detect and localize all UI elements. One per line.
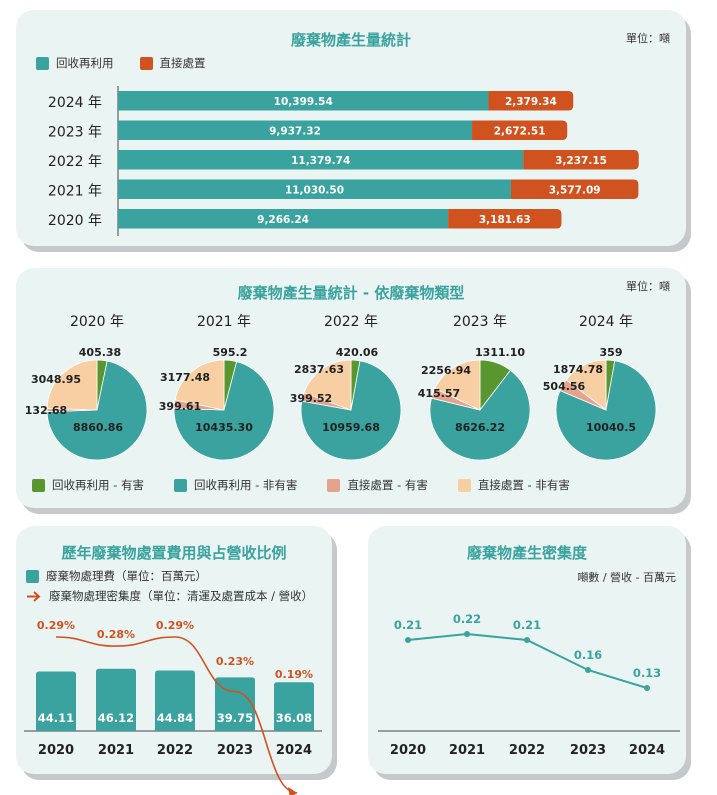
legend-label: 廢棄物處理密集度（單位：清運及處置成本 / 營收）	[49, 589, 314, 603]
legend-intensity: 廢棄物處理密集度（單位：清運及處置成本 / 營收）	[26, 588, 313, 604]
unit-label: 噸數 / 營收 - 百萬元	[577, 571, 676, 584]
legend-label: 回收再利用	[56, 56, 114, 70]
legend-item: 廢棄物處理密集度（單位：清運及處置成本 / 營收）	[26, 588, 313, 604]
legend-label: 回收再利用 - 非有害	[193, 478, 298, 492]
arrow-right-icon	[27, 590, 41, 602]
legend-item: 回收再利用 - 非有害	[173, 477, 298, 493]
legend-swatch-peach	[457, 478, 471, 492]
legend-label: 直接處置 - 非有害	[477, 478, 570, 492]
panel-title: 廢棄物產生密集度	[466, 544, 587, 562]
legend-label: 回收再利用 - 有害	[52, 478, 144, 492]
panel-title: 廢棄物產生量統計	[290, 31, 411, 49]
legend-item-recycle: 回收再利用	[36, 55, 114, 71]
legend-item: 直接處置 - 非有害	[457, 477, 570, 493]
legend-label: 直接處置	[159, 56, 206, 70]
legend-item: 廢棄物處理費（單位：百萬元）	[26, 568, 207, 584]
waste-by-type-panel: 廢棄物產生量統計 - 依廢棄物類型 單位：噸 回收再利用 - 有害 回收再利用 …	[16, 268, 686, 508]
panel-title: 廢棄物產生量統計 - 依廢棄物類型	[237, 284, 465, 302]
legend-item-disposal: 直接處置	[139, 55, 206, 71]
waste-generation-panel: 廢棄物產生量統計 單位：噸 回收再利用 直接處置	[16, 10, 686, 246]
legend-swatch-orange	[139, 56, 153, 70]
legend-swatch-teal	[173, 478, 187, 492]
legend-swatch-green	[32, 478, 45, 492]
legend-swatch-salmon	[327, 478, 341, 492]
arrow-head-icon	[288, 786, 297, 795]
legend-swatch-teal	[26, 569, 39, 583]
legend-item: 直接處置 - 有害	[327, 477, 428, 493]
chart-legend: 回收再利用 - 有害 回收再利用 - 非有害 直接處置 - 有害 直接處置 - …	[32, 477, 570, 493]
unit-label: 單位：噸	[626, 280, 670, 293]
legend-label: 廢棄物處理費（單位：百萬元）	[46, 569, 207, 583]
unit-label: 單位：噸	[626, 32, 670, 45]
legend-label: 直接處置 - 有害	[347, 478, 428, 492]
legend-item: 回收再利用 - 有害	[32, 477, 144, 493]
legend-cost: 廢棄物處理費（單位：百萬元）	[26, 568, 207, 584]
chart-legend: 回收再利用 直接處置	[36, 55, 206, 71]
panel-title: 歷年廢棄物處置費用與占營收比例	[61, 544, 287, 562]
disposal-cost-panel: 歷年廢棄物處置費用與占營收比例 廢棄物處理費（單位：百萬元） 廢棄物處理密集度（…	[16, 526, 332, 774]
waste-intensity-panel: 廢棄物產生密集度 噸數 / 營收 - 百萬元	[368, 526, 686, 774]
legend-swatch-teal	[36, 56, 49, 70]
